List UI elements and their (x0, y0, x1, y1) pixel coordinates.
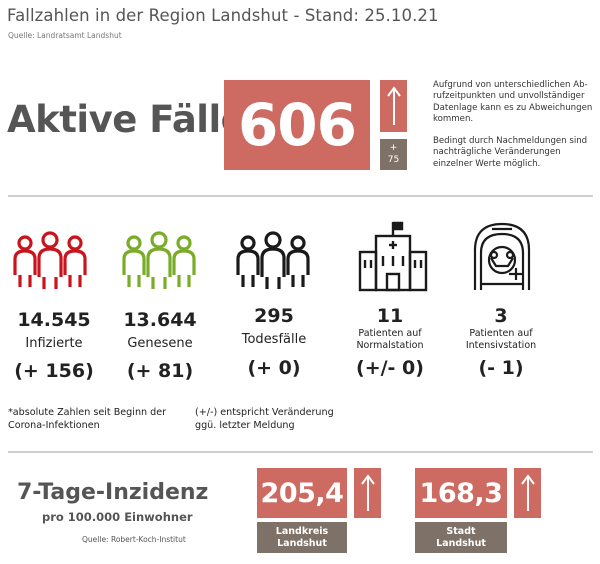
intensive-care-count: 3 (494, 305, 508, 327)
people-group-icon (13, 231, 87, 289)
people-group-icon (122, 231, 196, 289)
source-label: Quelle: Landratsamt Landshut (8, 31, 122, 40)
district-name: Landkreis Landshut (257, 522, 347, 553)
active-cases-label: Aktive Fälle (7, 98, 246, 141)
normal-ward-count: 11 (376, 305, 404, 327)
intensive-care-delta: (- 1) (478, 357, 524, 379)
city-incidence-value: 168,3 (415, 468, 507, 518)
data-note: Aufgrund von unterschiedlichen Ab-rufzei… (433, 80, 600, 170)
region-line: Stadt (446, 525, 476, 537)
label-line: Patienten auf (358, 328, 422, 339)
footnote-line: Corona-Infektionen (8, 420, 100, 432)
region-line: Landshut (436, 537, 486, 549)
intensive-care-label: Patienten auf Intensivstation (447, 328, 555, 353)
label-line: Intensivstation (465, 340, 537, 352)
delta-value: 75 (387, 154, 400, 165)
up-arrow-icon (520, 474, 535, 511)
divider (8, 451, 593, 453)
up-arrow-icon (360, 474, 375, 511)
divider (8, 195, 593, 197)
footnote-delta: (+/-) entspricht Veränderung ggü. letzte… (195, 406, 334, 433)
city-name: Stadt Landshut (415, 522, 507, 553)
footnote-line: *absolute Zahlen seit Beginn der (8, 407, 167, 418)
recovered-delta: (+ 81) (126, 360, 194, 382)
deaths-count: 295 (254, 305, 294, 327)
region-line: Landshut (277, 537, 327, 549)
district-incidence-value: 205,4 (257, 468, 347, 518)
normal-ward-label: Patienten auf Normalstation (336, 328, 444, 353)
incidence-title: 7-Tage-Inzidenz (17, 480, 209, 505)
infected-delta: (+ 156) (14, 360, 94, 382)
normal-ward-delta: (+/- 0) (356, 357, 424, 379)
district-trend-box (354, 468, 381, 518)
footnote-absolute: *absolute Zahlen seit Beginn der Corona-… (8, 406, 166, 433)
note-paragraph: Bedingt durch Nachmeldungen sind nachträ… (433, 135, 588, 169)
incidence-source: Quelle: Robert-Koch-Institut (82, 535, 186, 544)
infected-label: Infizierte (25, 336, 83, 351)
note-paragraph: Aufgrund von unterschiedlichen Ab-rufzei… (433, 80, 593, 125)
label-line: Patienten auf (469, 328, 533, 339)
active-delta-badge: + 75 (380, 139, 407, 170)
active-cases-value: 606 (224, 80, 370, 170)
delta-sign: + (389, 143, 398, 154)
recovered-count: 13.644 (123, 309, 197, 331)
deaths-label: Todesfälle (241, 332, 307, 347)
active-trend-box (380, 80, 407, 132)
footnote-line: (+/-) entspricht Veränderung (195, 407, 334, 418)
hospital-icon (358, 221, 428, 292)
recovered-label: Genesene (127, 336, 193, 351)
region-line: Landkreis (275, 525, 329, 537)
up-arrow-icon (386, 86, 401, 125)
label-line: Normalstation (356, 340, 424, 352)
intensive-care-patient-icon (473, 222, 531, 290)
incidence-subtitle: pro 100.000 Einwohner (42, 510, 193, 524)
footnote-line: ggü. letzter Meldung (195, 420, 295, 432)
infected-count: 14.545 (17, 309, 91, 331)
city-trend-box (514, 468, 541, 518)
deaths-delta: (+ 0) (247, 357, 301, 379)
people-group-icon (236, 231, 310, 289)
page-title: Fallzahlen in der Region Landshut - Stan… (7, 6, 439, 25)
